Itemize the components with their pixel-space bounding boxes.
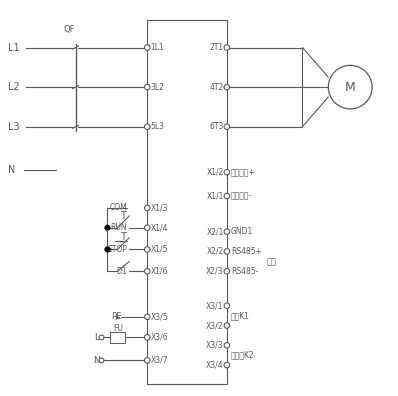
Text: L: L xyxy=(94,333,100,342)
Circle shape xyxy=(224,45,230,50)
Bar xyxy=(110,332,125,343)
Text: 故障K1: 故障K1 xyxy=(231,311,250,320)
Circle shape xyxy=(224,249,230,254)
Circle shape xyxy=(144,45,150,50)
Text: RS485+: RS485+ xyxy=(231,247,262,256)
Text: T: T xyxy=(121,232,126,242)
Text: 3L2: 3L2 xyxy=(150,83,164,91)
Circle shape xyxy=(144,335,150,340)
Text: FU: FU xyxy=(113,324,123,333)
Circle shape xyxy=(144,124,150,129)
Circle shape xyxy=(144,225,150,230)
Text: 1L1: 1L1 xyxy=(150,43,164,52)
Text: COM: COM xyxy=(109,204,127,212)
Circle shape xyxy=(144,247,150,252)
Circle shape xyxy=(144,358,150,363)
Text: L3: L3 xyxy=(8,122,20,132)
Text: 2T1: 2T1 xyxy=(210,43,224,52)
Circle shape xyxy=(144,268,150,274)
Circle shape xyxy=(224,193,230,199)
Text: X3/4: X3/4 xyxy=(206,361,224,369)
Text: X3/6: X3/6 xyxy=(150,333,168,342)
Text: X2/2: X2/2 xyxy=(206,247,224,256)
Text: X1/4: X1/4 xyxy=(150,223,168,232)
Text: 可編程K2: 可編程K2 xyxy=(231,351,254,360)
Text: X2/1: X2/1 xyxy=(206,227,224,236)
Text: X2/3: X2/3 xyxy=(206,267,224,276)
Text: GND1: GND1 xyxy=(231,227,253,236)
Circle shape xyxy=(99,358,104,363)
Circle shape xyxy=(144,314,150,320)
Text: QF: QF xyxy=(64,25,75,34)
Text: 模擬輸出-: 模擬輸出- xyxy=(231,192,252,200)
Text: 6T3: 6T3 xyxy=(209,122,224,131)
Text: N: N xyxy=(8,165,16,175)
Circle shape xyxy=(224,124,230,129)
Circle shape xyxy=(99,335,104,340)
Text: 4T2: 4T2 xyxy=(209,83,224,91)
Circle shape xyxy=(224,362,230,368)
Circle shape xyxy=(224,169,230,175)
Text: T: T xyxy=(121,211,126,221)
Text: X1/2: X1/2 xyxy=(206,168,224,177)
Text: X1/6: X1/6 xyxy=(150,267,168,276)
Text: L2: L2 xyxy=(8,82,20,92)
Text: M: M xyxy=(345,81,356,93)
Text: X3/7: X3/7 xyxy=(150,356,168,365)
Circle shape xyxy=(144,84,150,90)
Text: RUN: RUN xyxy=(111,223,127,232)
Text: D1: D1 xyxy=(117,267,127,276)
Text: X3/2: X3/2 xyxy=(206,321,224,330)
Text: L1: L1 xyxy=(8,42,20,53)
Text: X3/5: X3/5 xyxy=(150,312,168,321)
Circle shape xyxy=(224,343,230,348)
Circle shape xyxy=(224,323,230,328)
Text: 模擬輸出+: 模擬輸出+ xyxy=(231,168,256,177)
Text: X1/5: X1/5 xyxy=(150,245,168,254)
Text: PE: PE xyxy=(111,312,121,321)
Text: STOP: STOP xyxy=(107,245,127,254)
Text: X1/3: X1/3 xyxy=(150,204,168,212)
Text: X3/1: X3/1 xyxy=(206,301,224,310)
Circle shape xyxy=(224,84,230,90)
Circle shape xyxy=(105,225,110,230)
Circle shape xyxy=(224,268,230,274)
Text: X1/1: X1/1 xyxy=(206,192,224,200)
Text: 5L3: 5L3 xyxy=(150,122,164,131)
Circle shape xyxy=(224,303,230,308)
Circle shape xyxy=(144,205,150,211)
Text: N: N xyxy=(93,356,100,365)
Circle shape xyxy=(105,247,110,252)
Text: X3/3: X3/3 xyxy=(206,341,224,350)
Text: 通訊: 通訊 xyxy=(267,257,277,266)
Text: RS485-: RS485- xyxy=(231,267,258,276)
Circle shape xyxy=(224,229,230,234)
